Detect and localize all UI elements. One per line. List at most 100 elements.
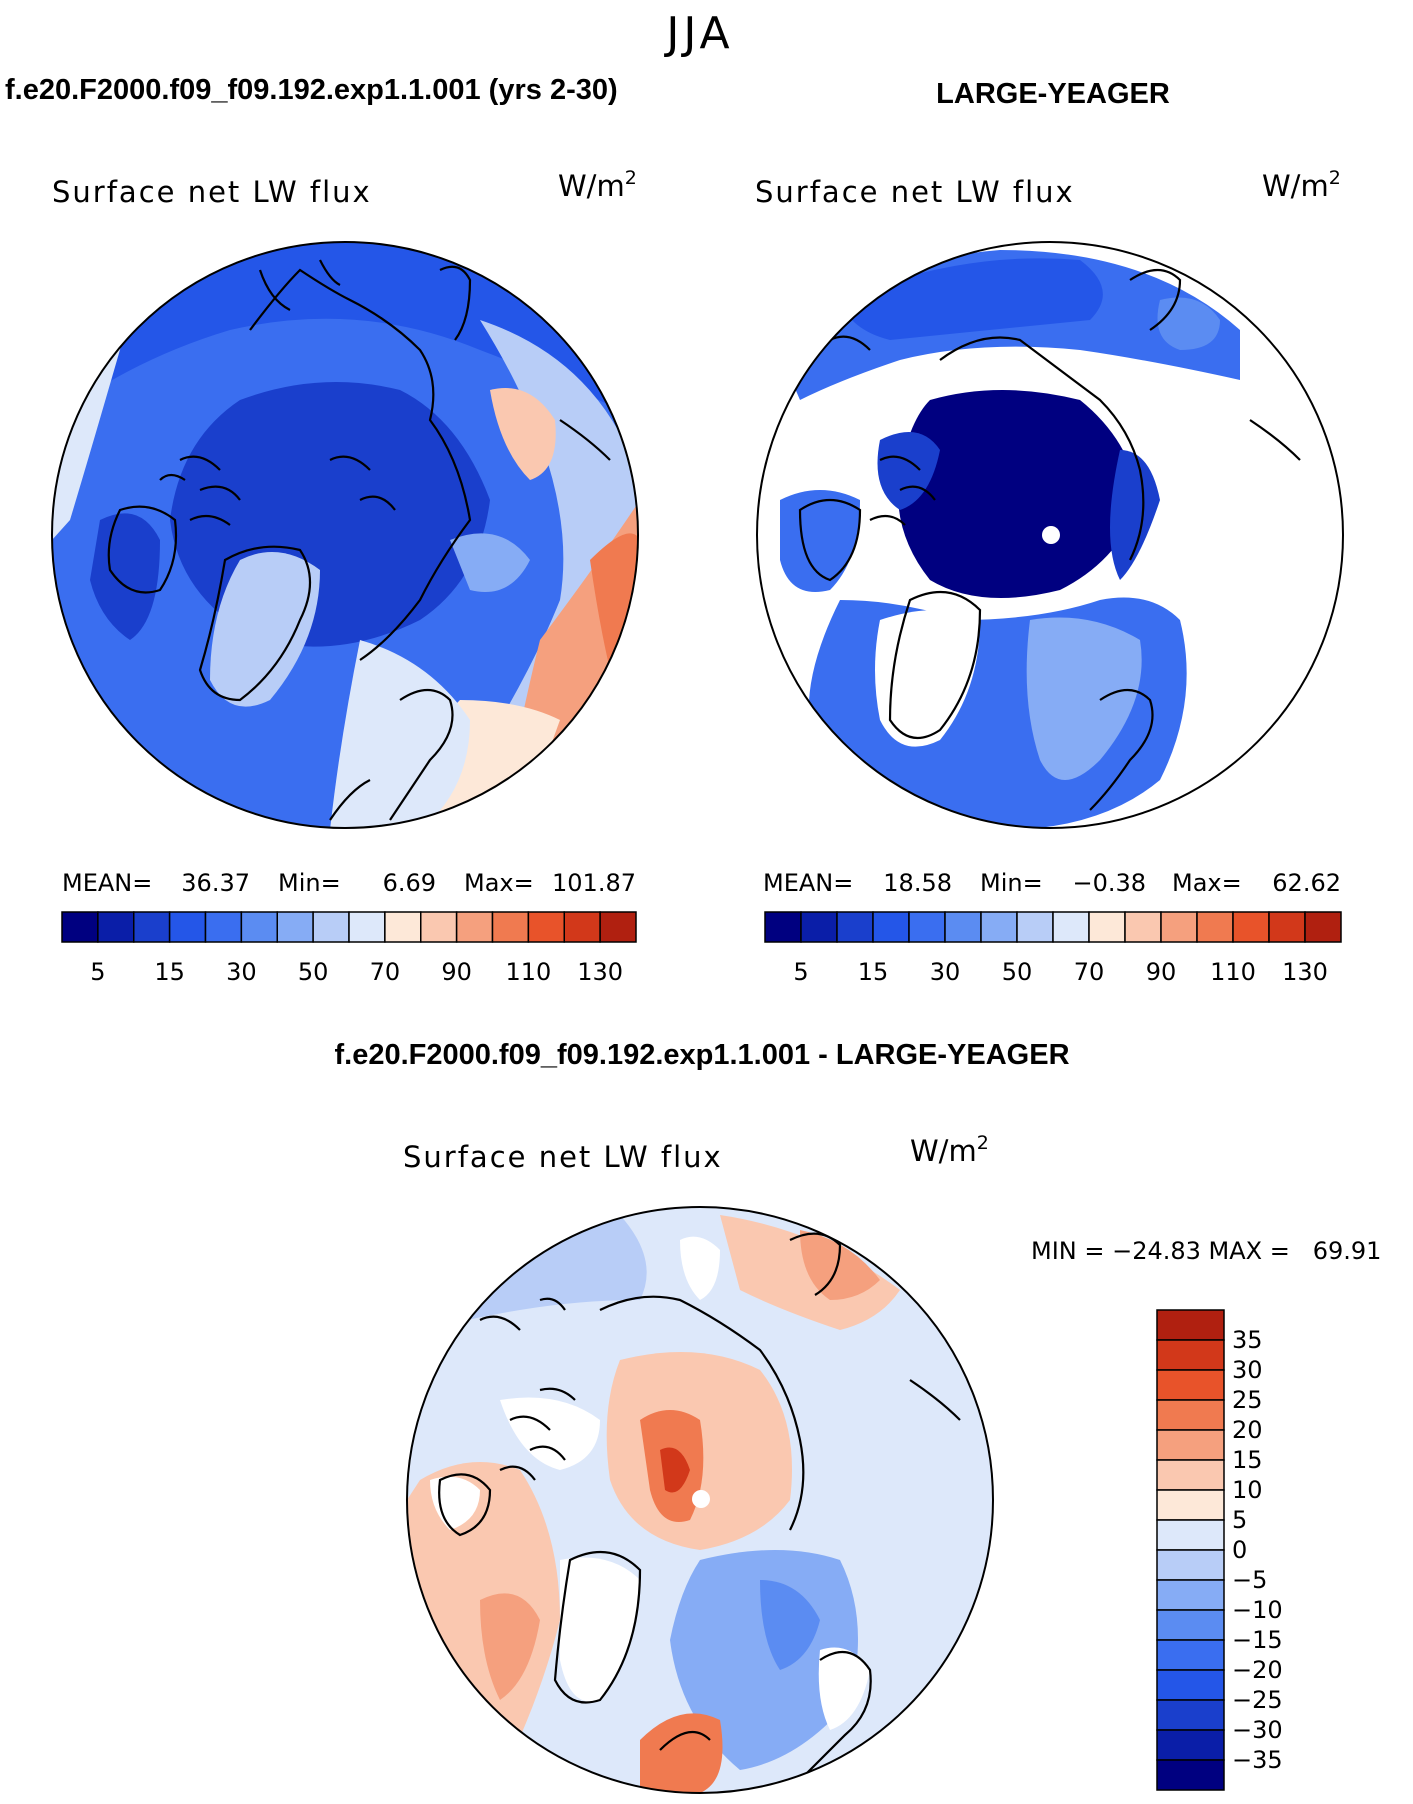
colorbar-bin xyxy=(1156,1519,1225,1551)
colorbar-tick-label: −15 xyxy=(1232,1626,1283,1654)
panel-a-units: W/m2 xyxy=(558,167,637,203)
colorbar-bin xyxy=(133,911,171,943)
panel-b-header: LARGE-YEAGER xyxy=(936,78,1170,110)
colorbar-tick-label: 5 xyxy=(90,958,105,986)
colorbar-bin xyxy=(944,911,982,943)
panel-a-stats: MEAN= 36.37 Min= 6.69 Max= 101.87 xyxy=(62,869,636,897)
colorbar-bin xyxy=(1156,1459,1225,1491)
colorbar-bin xyxy=(908,911,946,943)
panel-c-units: W/m2 xyxy=(910,1132,989,1168)
colorbar-tick-label: −5 xyxy=(1232,1566,1267,1594)
panel-b-title: Surface net LW flux xyxy=(755,175,1075,209)
colorbar-tick-label: 90 xyxy=(441,958,472,986)
colorbar-tick-label: −20 xyxy=(1232,1656,1283,1684)
panel-a-header: f.e20.F2000.f09_f09.192.exp1.1.001 (yrs … xyxy=(5,74,618,106)
colorbar-bin xyxy=(599,911,637,943)
colorbar-bin xyxy=(1156,1609,1225,1641)
panel-b-min-value: −0.38 xyxy=(1072,869,1146,897)
colorbar-tick-label: 5 xyxy=(793,958,808,986)
colorbar-bin xyxy=(1156,1639,1225,1671)
colorbar-bin xyxy=(1232,911,1270,943)
panel-b-colorbar: 5 15 30 50 70 90 110 130 xyxy=(764,911,1342,986)
colorbar-bin xyxy=(1156,1309,1225,1341)
colorbar-tick-label: 15 xyxy=(858,958,889,986)
colorbar-bin xyxy=(97,911,135,943)
colorbar-bin xyxy=(1304,911,1342,943)
colorbar-bin xyxy=(872,911,910,943)
colorbar-bin xyxy=(764,911,802,943)
colorbar-bin xyxy=(384,911,422,943)
colorbar-bin xyxy=(1160,911,1198,943)
colorbar-tick-label: 90 xyxy=(1146,958,1177,986)
panel-b-max-value: 62.62 xyxy=(1272,869,1341,897)
colorbar-bin xyxy=(1156,1699,1225,1731)
colorbar-bin xyxy=(455,911,494,943)
panel-a-mean-label: MEAN= xyxy=(62,869,152,897)
colorbar-bin xyxy=(1156,1579,1225,1611)
colorbar-tick-label: 70 xyxy=(370,958,401,986)
colorbar-tick-label: −25 xyxy=(1232,1686,1283,1714)
colorbar-tick-label: 15 xyxy=(154,958,185,986)
colorbar-bin xyxy=(1016,911,1054,943)
colorbar-tick-label: 110 xyxy=(1210,958,1256,986)
panel-b-min-label: Min= xyxy=(980,869,1043,897)
colorbar-tick-label: 25 xyxy=(1232,1386,1263,1414)
colorbar-tick-label: 30 xyxy=(1232,1356,1263,1384)
panel-c-title: Surface net LW flux xyxy=(403,1140,723,1174)
panel-c-map xyxy=(406,1206,994,1794)
colorbar-bin xyxy=(1052,911,1090,943)
colorbar-bin xyxy=(1124,911,1162,943)
colorbar-bin xyxy=(420,911,458,943)
colorbar-bin xyxy=(1268,911,1306,943)
colorbar-tick-label: 10 xyxy=(1232,1476,1263,1504)
colorbar-tick-label: 35 xyxy=(1232,1326,1263,1354)
colorbar-tick-label: 30 xyxy=(930,958,961,986)
panel-b-max-label: Max= xyxy=(1172,869,1242,897)
colorbar-bin xyxy=(1156,1369,1225,1401)
colorbar-bin xyxy=(1156,1669,1225,1701)
colorbar-tick-label: 50 xyxy=(1002,958,1033,986)
colorbar-bin xyxy=(1156,1429,1225,1461)
colorbar-bin xyxy=(1156,1729,1225,1761)
panel-a-map xyxy=(51,241,639,829)
colorbar-tick-label: 130 xyxy=(1282,958,1328,986)
panel-a-min-value: 6.69 xyxy=(383,869,436,897)
colorbar-bin xyxy=(1156,1489,1225,1521)
colorbar-bin xyxy=(1156,1549,1225,1581)
colorbar-bin xyxy=(240,911,278,943)
panel-a-title: Surface net LW flux xyxy=(52,175,372,209)
colorbar-bin xyxy=(168,911,207,943)
colorbar-bin xyxy=(204,911,243,943)
colorbar-bin xyxy=(527,911,565,943)
panel-a-max-value: 101.87 xyxy=(552,869,636,897)
panel-b-map xyxy=(756,241,1344,829)
panel-b-mean-label: MEAN= xyxy=(763,869,853,897)
panel-c-stats: MIN = −24.83 MAX = 69.91 xyxy=(1031,1237,1381,1265)
colorbar-tick-label: −35 xyxy=(1232,1746,1283,1774)
colorbar-bin xyxy=(1156,1399,1225,1431)
colorbar-bin xyxy=(1156,1759,1225,1791)
colorbar-tick-label: 130 xyxy=(577,958,623,986)
colorbar-tick-label: −30 xyxy=(1232,1716,1283,1744)
colorbar-tick-label: 70 xyxy=(1074,958,1105,986)
panel-c-header: f.e20.F2000.f09_f09.192.exp1.1.001 - LAR… xyxy=(334,1039,1069,1071)
colorbar-tick-label: 30 xyxy=(226,958,257,986)
colorbar-bin xyxy=(563,911,601,943)
colorbar-bin xyxy=(1196,911,1234,943)
panel-b-mean-value: 18.58 xyxy=(883,869,952,897)
panel-a-colorbar: 5 15 30 50 70 90 110 130 xyxy=(61,911,637,986)
colorbar-bin xyxy=(836,911,874,943)
colorbar-tick-label: 0 xyxy=(1232,1536,1247,1564)
panel-b-stats: MEAN= 18.58 Min= −0.38 Max= 62.62 xyxy=(763,869,1341,897)
colorbar-bin xyxy=(800,911,838,943)
colorbar-bin xyxy=(61,911,99,943)
colorbar-bin xyxy=(1088,911,1126,943)
panel-a-min-label: Min= xyxy=(278,869,341,897)
panel-b-units: W/m2 xyxy=(1262,167,1341,203)
colorbar-bin xyxy=(980,911,1018,943)
panel-a-max-label: Max= xyxy=(464,869,534,897)
colorbar-bin xyxy=(312,911,350,943)
panel-a-mean-value: 36.37 xyxy=(181,869,250,897)
